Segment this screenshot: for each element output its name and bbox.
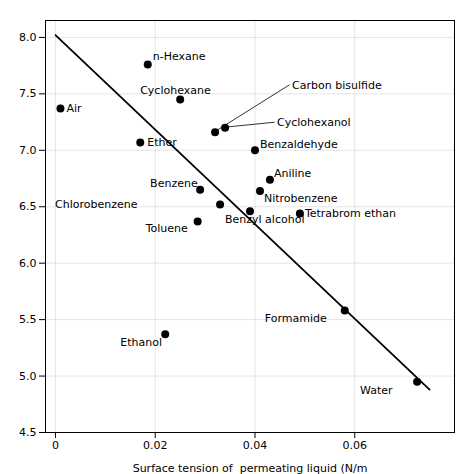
svg-text:Aniline: Aniline xyxy=(274,167,312,180)
svg-text:Toluene: Toluene xyxy=(145,222,188,235)
svg-text:Tetrabrom ethan: Tetrabrom ethan xyxy=(304,207,396,220)
svg-text:7.0: 7.0 xyxy=(19,144,37,157)
svg-text:Benzene: Benzene xyxy=(150,177,198,190)
svg-text:8.0: 8.0 xyxy=(19,31,37,44)
svg-text:6.5: 6.5 xyxy=(19,200,37,213)
svg-text:Air: Air xyxy=(66,102,82,115)
svg-text:Carbon bisulfide: Carbon bisulfide xyxy=(292,79,382,92)
svg-text:Benzaldehyde: Benzaldehyde xyxy=(260,138,338,151)
svg-text:0.04: 0.04 xyxy=(243,439,267,452)
svg-text:7.5: 7.5 xyxy=(19,87,37,100)
svg-text:Ethanol: Ethanol xyxy=(120,336,162,349)
svg-text:5.5: 5.5 xyxy=(19,313,37,326)
svg-text:0: 0 xyxy=(52,439,59,452)
svg-text:6.0: 6.0 xyxy=(19,257,37,270)
svg-text:Surface tension of permeating: Surface tension of permeating liquid (N/… xyxy=(133,462,368,474)
svg-text:Cyclohexane: Cyclohexane xyxy=(140,84,211,97)
svg-text:Benzyl alcohol: Benzyl alcohol xyxy=(225,213,304,226)
svg-text:n-Hexane: n-Hexane xyxy=(153,50,206,63)
svg-text:Chlorobenzene: Chlorobenzene xyxy=(55,198,138,211)
svg-text:Ether: Ether xyxy=(147,136,177,149)
svg-text:Water: Water xyxy=(360,384,393,397)
svg-text:0.02: 0.02 xyxy=(143,439,168,452)
svg-text:Nitrobenzene: Nitrobenzene xyxy=(264,192,338,205)
svg-text:Formamide: Formamide xyxy=(265,312,327,325)
svg-text:5.0: 5.0 xyxy=(19,370,37,383)
svg-text:0.06: 0.06 xyxy=(342,439,367,452)
svg-text:4.5: 4.5 xyxy=(19,426,37,439)
svg-text:Cyclohexanol: Cyclohexanol xyxy=(277,116,351,129)
